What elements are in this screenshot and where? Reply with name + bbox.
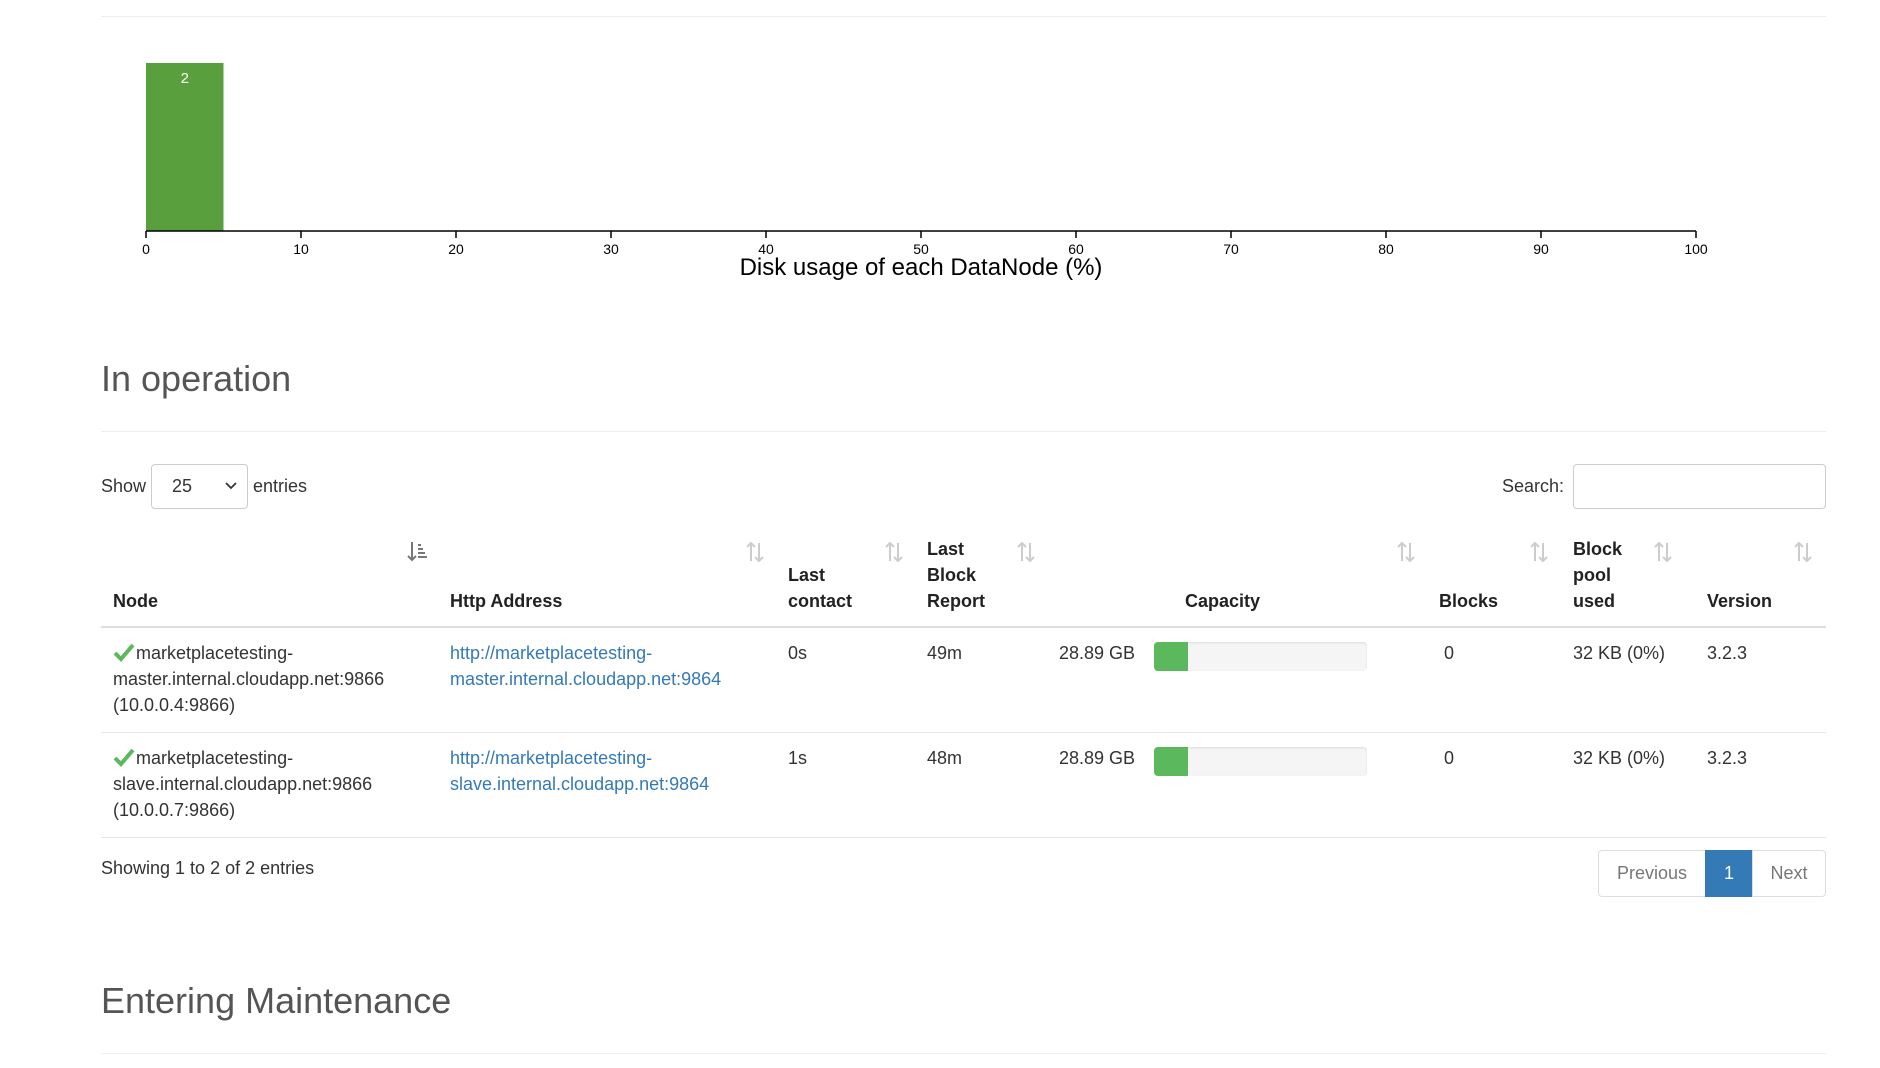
table-info: Showing 1 to 2 of 2 entries — [101, 858, 315, 878]
header-label-blocks: Blocks — [1439, 591, 1499, 611]
header-line: Report — [927, 591, 985, 611]
capacity-value: 28.89 GB — [1059, 643, 1136, 663]
sort-both-icon — [885, 541, 903, 563]
next-page-button[interactable]: Next — [1752, 850, 1826, 897]
show-label: Show — [101, 476, 147, 496]
x-tick-label: 60 — [1068, 241, 1084, 257]
last-contact: 0s — [788, 643, 808, 663]
section-divider — [101, 1053, 1826, 1054]
page-size-select[interactable]: 25 — [151, 464, 249, 509]
header-label-contact: Last contact — [788, 562, 852, 614]
entries-label: entries — [253, 476, 308, 496]
bar-value-label: 2 — [181, 70, 189, 87]
last-block-report: 49m — [927, 643, 963, 663]
pagination: Previous 1 Next — [1598, 850, 1826, 897]
sort-both-icon — [1017, 541, 1035, 563]
x-tick-label: 70 — [1223, 241, 1239, 257]
last-contact: 1s — [788, 748, 808, 768]
version: 3.2.3 — [1707, 643, 1748, 663]
header-line: Last — [788, 565, 826, 585]
capacity-progress-bar — [1154, 642, 1367, 671]
x-tick-label: 20 — [448, 241, 464, 257]
header-label-version: Version — [1707, 591, 1773, 611]
block-pool-used: 32 KB (0%) — [1573, 748, 1666, 768]
datanode-table: Node Http Address Last contact Last Block R… — [101, 536, 1826, 838]
header-label-report: Last Block Report — [927, 536, 985, 614]
table-row: marketplacetesting-master.internal.cloud… — [101, 628, 1826, 733]
check-icon — [113, 643, 135, 662]
capacity-progress-fill — [1154, 642, 1189, 671]
top-divider — [101, 16, 1826, 17]
page-length-control: Show 25 entries — [101, 464, 307, 509]
header-line: Last — [927, 539, 965, 559]
previous-page-button[interactable]: Previous — [1598, 850, 1706, 897]
header-line: Block — [1573, 539, 1623, 559]
capacity-progress-fill — [1154, 747, 1189, 776]
section-divider — [101, 431, 1826, 432]
x-tick-label: 80 — [1378, 241, 1394, 257]
search-input[interactable] — [1573, 464, 1826, 509]
histogram-bar — [146, 63, 224, 231]
sort-ascending-icon — [407, 542, 427, 562]
header-line: used — [1573, 591, 1616, 611]
http-address-link[interactable]: http://marketplacetesting-slave.internal… — [450, 748, 710, 794]
sort-both-icon — [1794, 541, 1812, 563]
page-1-button[interactable]: 1 — [1705, 850, 1753, 897]
capacity-value: 28.89 GB — [1059, 748, 1136, 768]
sort-both-icon — [1397, 541, 1415, 563]
page-size-value: 25 — [172, 476, 193, 496]
table-header: Node Http Address Last contact Last Block R… — [101, 536, 1826, 628]
header-line: pool — [1573, 565, 1611, 585]
x-tick-label: 0 — [142, 241, 150, 257]
header-label-node: Node — [113, 591, 158, 611]
header-label-http: Http Address — [450, 591, 563, 611]
sort-both-icon — [1654, 541, 1672, 563]
x-axis-label: Disk usage of each DataNode (%) — [740, 254, 1103, 281]
x-tick-label: 30 — [603, 241, 619, 257]
x-tick-label: 90 — [1533, 241, 1549, 257]
version: 3.2.3 — [1707, 748, 1748, 768]
search-label: Search: — [1501, 476, 1564, 496]
sort-both-icon — [746, 541, 764, 563]
sort-both-icon — [1530, 541, 1548, 563]
last-block-report: 48m — [927, 748, 963, 768]
header-line: contact — [788, 591, 853, 611]
x-tick-label: 50 — [913, 241, 929, 257]
section-title-entering-maintenance: Entering Maintenance — [101, 980, 452, 1021]
header-label-pool: Block pool used — [1573, 536, 1622, 614]
blocks-count: 0 — [1444, 643, 1455, 663]
disk-usage-histogram: 2 0 10 20 30 40 50 60 70 80 90 100 Disk usage of e… — [142, 63, 1708, 281]
section-title-in-operation: In operation — [101, 358, 292, 399]
search-control: Search: — [1502, 464, 1826, 509]
header-label-capacity: Capacity — [1185, 591, 1261, 611]
capacity-progress-bar — [1154, 747, 1367, 776]
chevron-down-icon — [225, 482, 237, 490]
x-tick-label: 100 — [1684, 241, 1708, 257]
block-pool-used: 32 KB (0%) — [1573, 643, 1666, 663]
check-icon — [113, 748, 135, 767]
node-name: marketplacetesting-master.internal.cloud… — [113, 643, 385, 715]
x-tick-label: 40 — [758, 241, 774, 257]
header-line: Block — [927, 565, 977, 585]
blocks-count: 0 — [1444, 748, 1455, 768]
node-name: marketplacetesting-slave.internal.clouda… — [113, 748, 373, 820]
http-address-link[interactable]: http://marketplacetesting-master.interna… — [450, 643, 722, 689]
table-row: marketplacetesting-slave.internal.clouda… — [101, 733, 1826, 838]
x-tick-label: 10 — [293, 241, 309, 257]
